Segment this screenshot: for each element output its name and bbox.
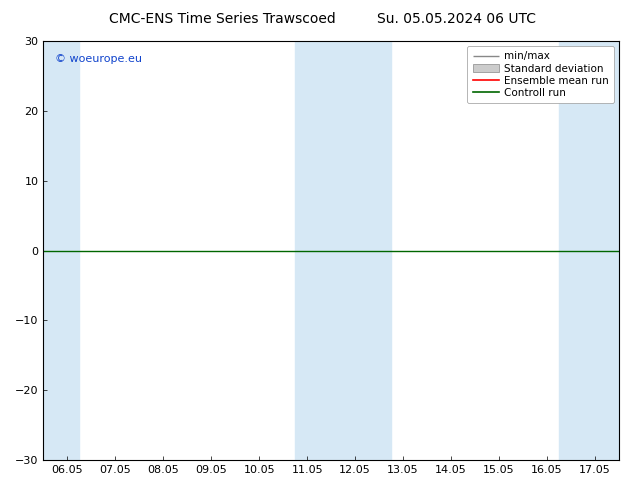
Bar <box>43 41 79 460</box>
Text: CMC-ENS Time Series Trawscoed: CMC-ENS Time Series Trawscoed <box>108 12 335 26</box>
Text: © woeurope.eu: © woeurope.eu <box>55 53 142 64</box>
Text: Su. 05.05.2024 06 UTC: Su. 05.05.2024 06 UTC <box>377 12 536 26</box>
Legend: min/max, Standard deviation, Ensemble mean run, Controll run: min/max, Standard deviation, Ensemble me… <box>467 46 614 103</box>
Bar <box>295 41 391 460</box>
Bar <box>559 41 619 460</box>
